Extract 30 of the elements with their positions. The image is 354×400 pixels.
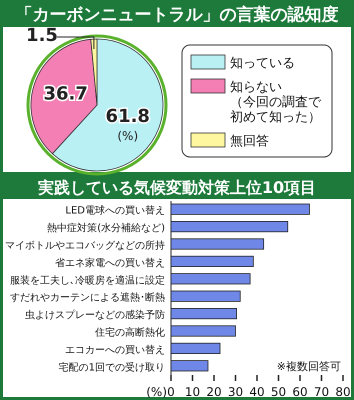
- category-label: 省エネ家電への買い替え: [55, 258, 165, 269]
- category-label: 服装を工夫し､冷暖房を適温に設定: [10, 275, 165, 286]
- legend-label: 無回答: [230, 134, 269, 149]
- category-label: LED電球への買い替え: [65, 206, 165, 217]
- x-tick-label: 30: [228, 385, 244, 399]
- x-tick-label: 70: [314, 385, 330, 399]
- category-label: 住宅の高断熱化: [95, 328, 165, 338]
- x-tick-label: 10: [184, 385, 200, 399]
- x-tick-label: 50: [270, 385, 286, 399]
- annotation: ※複数回答可: [276, 360, 341, 373]
- data-label: 36.7: [44, 84, 88, 105]
- category-label: マイボトルやエコバッグなどの所持: [5, 240, 165, 252]
- legend-label: 知らない（今回の調査で初めて知った）: [230, 80, 322, 125]
- category-label: 熱中症対策(水分補給など): [47, 223, 165, 234]
- x-tick-label: 40: [249, 385, 265, 399]
- category-label: 宅配の1回での受け取り: [58, 362, 165, 374]
- category-label: すだれやカーテンによる遮熱･断熱: [10, 292, 165, 304]
- chart-title: 実践している気候変動対策上位10項目: [36, 178, 316, 197]
- x-tick-label: 80: [335, 385, 351, 399]
- text: (%): [117, 128, 138, 143]
- x-tick-label: 60: [292, 385, 308, 399]
- x-tick-label: 0: [167, 385, 175, 399]
- legend-label: 知っている: [230, 56, 295, 71]
- x-tick-label: 20: [206, 385, 222, 399]
- category-label: エコカーへの買い替え: [65, 344, 165, 356]
- x-axis-title: (%): [146, 385, 167, 399]
- chart-title: 「カーボンニュートラル」の言葉の認知度: [16, 5, 338, 25]
- data-label: 1.5: [26, 25, 58, 46]
- data-label: 61.8: [106, 106, 150, 127]
- category-label: 虫よけスプレーなどの感染予防: [25, 310, 165, 322]
